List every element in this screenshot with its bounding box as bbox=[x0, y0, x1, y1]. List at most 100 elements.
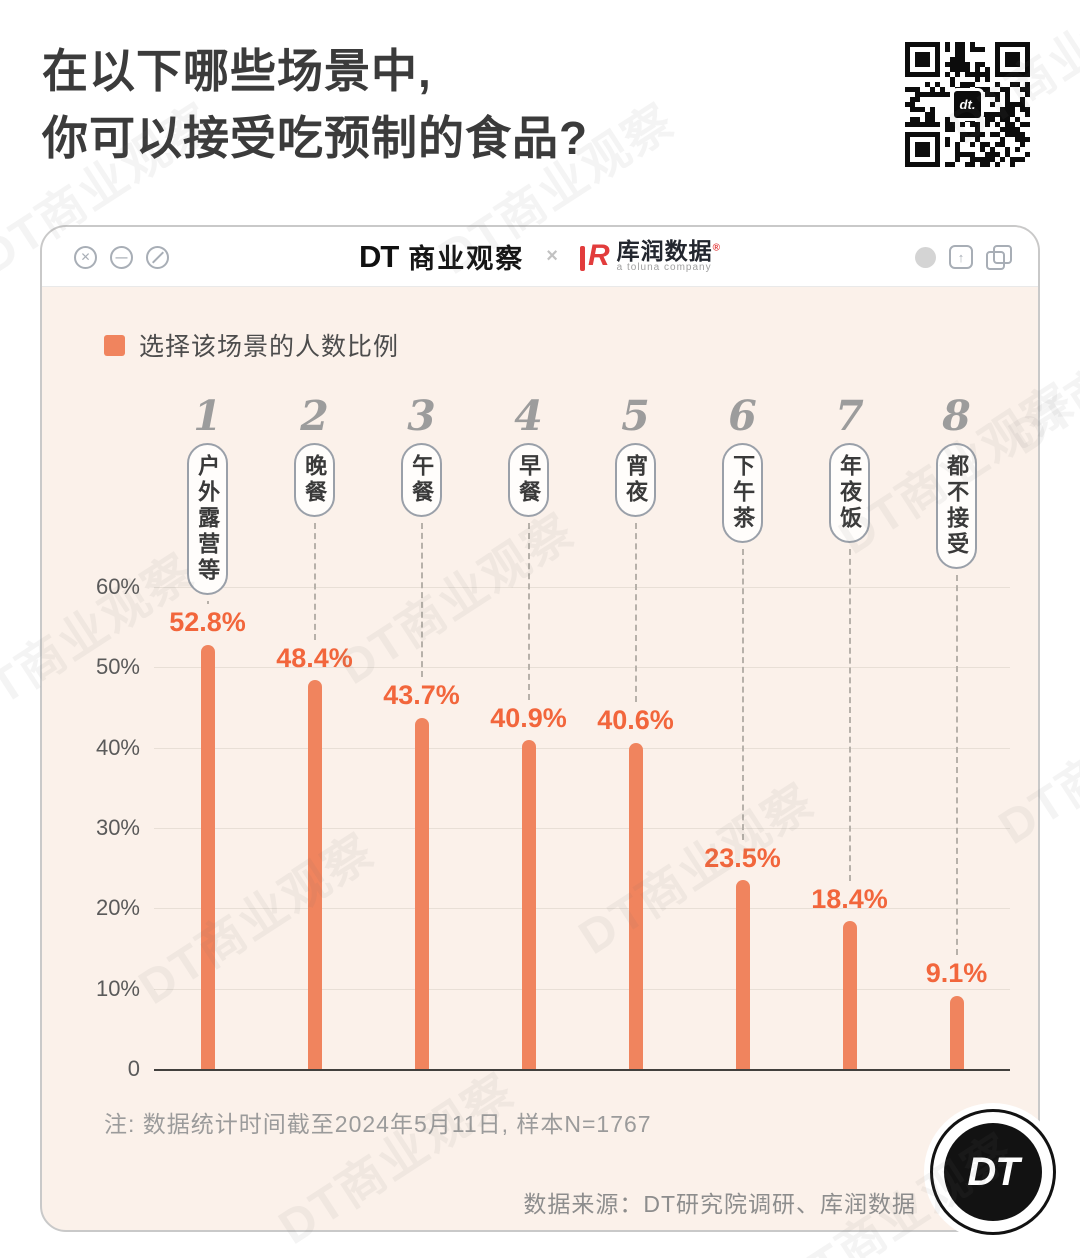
bar bbox=[628, 742, 643, 1069]
page-title-line2: 你可以接受吃预制的食品? bbox=[42, 111, 589, 164]
category-label: 晚餐 bbox=[302, 454, 328, 506]
qr-center-logo: dt. bbox=[951, 88, 984, 121]
page-title: 在以下哪些场景中, 你可以接受吃预制的食品? bbox=[42, 38, 588, 171]
category-label: 户外露营等 bbox=[195, 454, 221, 584]
connector-dashed-line bbox=[313, 523, 316, 640]
browser-window: ✕ — DT 商业观察 × R 库润数据® a toluna company bbox=[40, 225, 1040, 1232]
bar bbox=[735, 880, 750, 1069]
category-label: 宵夜 bbox=[623, 454, 649, 506]
category-pill: 年夜饭 bbox=[828, 443, 871, 543]
footnote: 注: 数据统计时间截至2024年5月11日, 样本N=1767 bbox=[104, 1111, 652, 1137]
value-label: 18.4% bbox=[811, 883, 888, 914]
connector-dashed-line bbox=[741, 549, 744, 840]
chart-panel: 选择该场景的人数比例 60% 50% 40% 30% 20% 10% 0 1 户外露营等 52.… bbox=[42, 287, 1038, 1230]
chart-column: 5 宵夜 40.6% bbox=[582, 387, 689, 1069]
value-label: 9.1% bbox=[925, 958, 988, 989]
gridline bbox=[154, 587, 1010, 588]
y-tick-label: 0 bbox=[127, 1056, 140, 1081]
kurun-name: 库润数据® bbox=[616, 238, 722, 265]
data-source: 数据来源：DT研究院调研、库润数据 bbox=[523, 1191, 916, 1217]
window-right-icons: ↑ bbox=[915, 227, 1012, 287]
dt-stamp: DT bbox=[930, 1109, 1056, 1235]
block-icon[interactable] bbox=[146, 245, 169, 269]
rank-number: 3 bbox=[407, 392, 436, 440]
category-pill: 下午茶 bbox=[721, 443, 764, 543]
category-pill: 午餐 bbox=[400, 443, 443, 517]
gridline bbox=[154, 828, 1010, 829]
rank-number: 7 bbox=[835, 392, 864, 440]
chart-column: 3 午餐 43.7% bbox=[368, 387, 475, 1069]
chart-column: 4 早餐 40.9% bbox=[475, 387, 582, 1069]
legend-swatch bbox=[104, 334, 125, 356]
rank-number: 1 bbox=[193, 392, 222, 440]
category-pill: 户外露营等 bbox=[186, 443, 229, 595]
bar bbox=[842, 921, 857, 1069]
bar bbox=[307, 680, 322, 1069]
copy-icon[interactable] bbox=[986, 245, 1012, 270]
kurun-logo-letter: R bbox=[587, 239, 610, 273]
kurun-text: 库润数据® a toluna company bbox=[617, 239, 721, 274]
circle-icon[interactable] bbox=[915, 246, 936, 268]
rank-number: 6 bbox=[728, 392, 757, 440]
category-label: 早餐 bbox=[516, 454, 542, 506]
kurun-logo-icon: R bbox=[579, 239, 610, 273]
y-tick-label: 30% bbox=[95, 815, 140, 840]
minimize-icon[interactable]: — bbox=[110, 245, 133, 269]
connector-dashed-line bbox=[420, 523, 423, 678]
bar bbox=[949, 995, 964, 1069]
bar bbox=[414, 717, 429, 1069]
y-tick-label: 10% bbox=[95, 975, 140, 1001]
connector-dashed-line bbox=[955, 575, 958, 956]
kurun-logo-bar bbox=[579, 246, 585, 272]
separator-x: × bbox=[546, 245, 558, 267]
gridline bbox=[154, 747, 1010, 749]
category-label: 都不接受 bbox=[944, 454, 970, 558]
chart-column: 8 都不接受 9.1% bbox=[903, 387, 1010, 1069]
gridline bbox=[154, 908, 1010, 910]
share-icon[interactable]: ↑ bbox=[949, 245, 973, 269]
category-pill: 晚餐 bbox=[293, 443, 336, 517]
y-tick-label: 20% bbox=[95, 895, 140, 921]
bar bbox=[521, 740, 536, 1069]
value-label: 52.8% bbox=[169, 607, 246, 638]
value-label: 48.4% bbox=[276, 642, 353, 673]
chart-column: 1 户外露营等 52.8% bbox=[154, 387, 261, 1069]
rank-number: 2 bbox=[300, 392, 329, 440]
chart-legend: 选择该场景的人数比例 bbox=[104, 327, 399, 363]
window-controls: ✕ — bbox=[74, 227, 169, 287]
y-tick-label: 50% bbox=[95, 654, 140, 680]
page-title-line1: 在以下哪些场景中, bbox=[42, 45, 432, 97]
bar bbox=[200, 644, 215, 1069]
connector-dashed-line bbox=[848, 549, 851, 881]
dt-logo: DT bbox=[358, 238, 399, 274]
header-brands: DT 商业观察 × R 库润数据® a toluna company bbox=[359, 237, 721, 276]
connector-dashed-line bbox=[527, 523, 530, 700]
rank-number: 5 bbox=[621, 392, 650, 440]
value-label: 40.9% bbox=[490, 702, 567, 733]
kurun-brand: R 库润数据® a toluna company bbox=[579, 239, 721, 274]
kurun-subtitle: a toluna company bbox=[616, 262, 712, 274]
category-label: 下午茶 bbox=[730, 454, 756, 532]
bar-columns: 1 户外露营等 52.8% 2 晚餐 48.4% 3 午餐 43.7% 4 早餐 40.9% 5 宵夜 40… bbox=[154, 387, 1010, 1069]
category-pill: 宵夜 bbox=[614, 443, 657, 517]
category-label: 午餐 bbox=[409, 454, 435, 506]
value-label: 40.6% bbox=[597, 705, 674, 736]
category-pill: 都不接受 bbox=[935, 443, 978, 569]
x-axis-line bbox=[154, 1069, 1010, 1071]
close-icon[interactable]: ✕ bbox=[74, 245, 97, 269]
chart-plot-area: 60% 50% 40% 30% 20% 10% 0 1 户外露营等 52.8% 2 晚餐 48.4% 3… bbox=[42, 287, 1038, 1230]
legend-label: 选择该场景的人数比例 bbox=[139, 333, 400, 361]
rank-number: 4 bbox=[514, 392, 543, 440]
connector-dashed-line bbox=[634, 523, 637, 703]
qr-code-pattern bbox=[905, 42, 1030, 167]
qr-code: dt. bbox=[905, 42, 1030, 167]
dt-brand-name: 商业观察 bbox=[408, 244, 525, 274]
window-titlebar: ✕ — DT 商业观察 × R 库润数据® a toluna company bbox=[42, 227, 1038, 287]
chart-column: 7 年夜饭 18.4% bbox=[796, 387, 903, 1069]
y-tick-label: 60% bbox=[95, 574, 140, 599]
value-label: 23.5% bbox=[704, 842, 781, 873]
connector-dashed-line bbox=[206, 601, 209, 605]
rank-number: 8 bbox=[942, 392, 971, 440]
registered-mark: ® bbox=[712, 242, 722, 254]
